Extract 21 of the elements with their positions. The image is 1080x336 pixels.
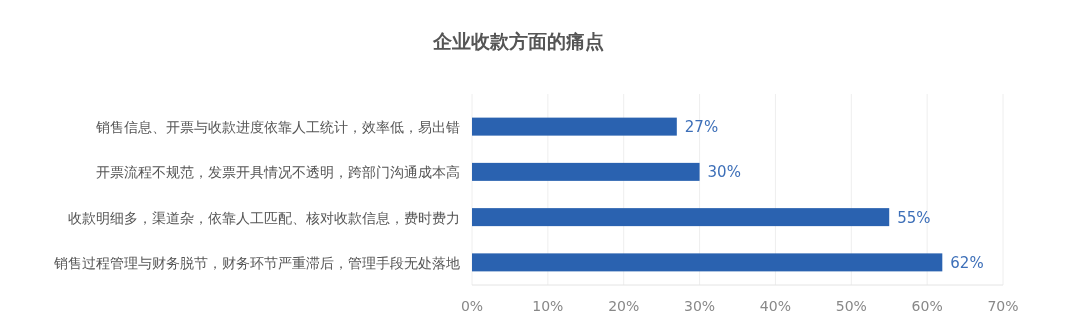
x-tick-label: 20%	[608, 298, 640, 314]
x-tick-label: 30%	[684, 298, 716, 314]
x-tick-label: 70%	[987, 298, 1019, 314]
x-tick-label: 10%	[532, 298, 564, 314]
data-label: 30%	[707, 163, 741, 182]
bar	[472, 253, 943, 272]
x-tick-label: 40%	[759, 298, 791, 314]
data-label: 55%	[897, 208, 931, 227]
y-tick-label: 销售信息、开票与收款进度依靠人工统计，效率低，易出错	[95, 119, 460, 136]
bar	[472, 117, 677, 136]
y-tick-label: 收款明细多，渠道杂，依靠人工匹配、核对收款信息，费时费力	[68, 209, 460, 226]
data-label: 62%	[950, 253, 984, 272]
y-tick-label: 销售过程管理与财务脱节，财务环节严重滞后，管理手段无处落地	[53, 254, 460, 271]
y-tick-label: 开票流程不规范，发票开具情况不透明，跨部门沟通成本高	[96, 164, 460, 181]
bar	[472, 162, 700, 181]
x-tick-label: 0%	[460, 298, 484, 314]
bar	[472, 208, 890, 227]
x-tick-label: 50%	[835, 298, 867, 314]
chart-title: 企业收款方面的痛点	[431, 30, 604, 52]
data-label: 27%	[684, 118, 719, 137]
x-tick-label: 60%	[911, 298, 943, 314]
